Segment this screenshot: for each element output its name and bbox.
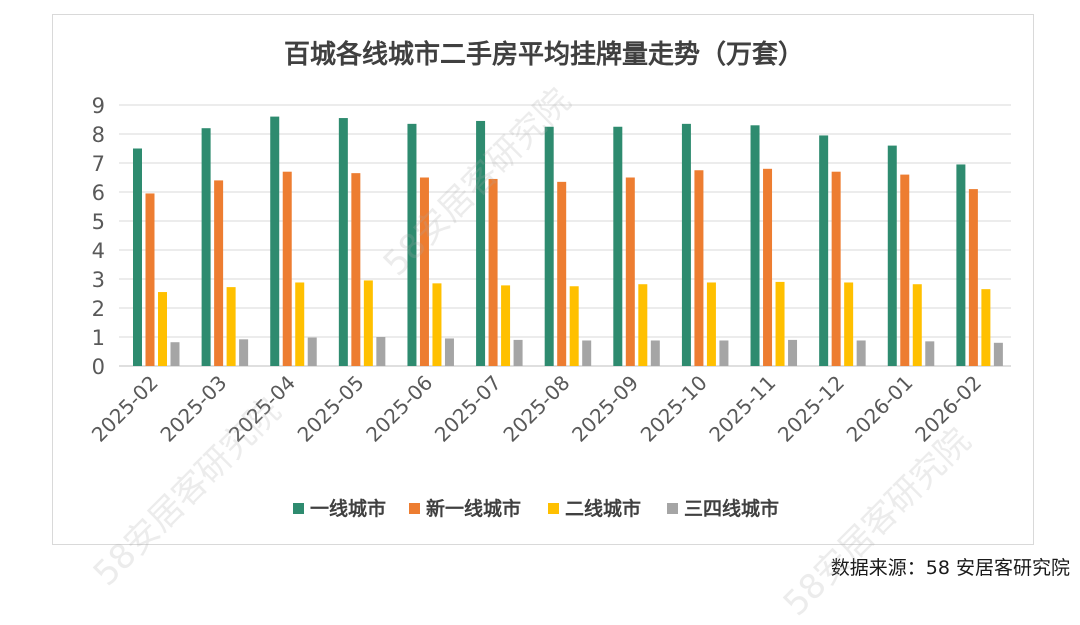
bar: [295, 282, 305, 366]
legend-swatch: [548, 503, 559, 514]
bar: [819, 135, 829, 366]
bar: [307, 337, 317, 366]
legend-swatch: [409, 503, 420, 514]
bar: [912, 284, 922, 366]
bar: [282, 171, 292, 366]
legend-swatch: [667, 503, 678, 514]
bar: [900, 174, 910, 366]
bar: [501, 285, 511, 366]
bar: [338, 118, 348, 366]
bar: [376, 337, 386, 366]
x-tick-label: 2025-11: [704, 371, 780, 447]
x-tick-label: 2025-09: [567, 371, 643, 447]
bar: [569, 286, 579, 366]
bar: [557, 181, 567, 366]
bar: [582, 340, 592, 366]
bar: [763, 168, 773, 366]
bar: [856, 340, 866, 366]
bar: [956, 164, 966, 366]
bar: [625, 177, 635, 366]
x-tick-label: 2025-10: [636, 371, 712, 447]
bar: [170, 342, 180, 366]
bar: [419, 177, 429, 366]
bar: [214, 180, 224, 366]
bar: [476, 120, 486, 366]
bar: [513, 339, 523, 366]
bar: [788, 339, 798, 366]
bar: [432, 283, 442, 366]
y-tick-label: 2: [92, 297, 105, 321]
legend-label: 二线城市: [565, 497, 641, 520]
bar: [750, 125, 760, 366]
legend-label: 三四线城市: [684, 497, 779, 520]
x-tick-label: 2025-06: [361, 371, 437, 447]
bar: [158, 292, 167, 366]
x-tick-label: 2025-05: [293, 371, 369, 447]
x-tick-label: 2025-04: [224, 371, 300, 447]
bar: [226, 287, 236, 366]
bar: [239, 339, 249, 366]
legend-label: 一线城市: [310, 497, 386, 520]
x-tick-label: 2025-03: [155, 371, 231, 447]
x-tick-label: 2025-08: [498, 371, 574, 447]
bar: [133, 148, 142, 366]
chart-title: 百城各线城市二手房平均挂牌量走势（万套）: [284, 39, 804, 70]
x-tick-label: 2025-02: [87, 371, 163, 447]
bar: [407, 123, 417, 366]
y-tick-label: 5: [92, 210, 105, 234]
x-tick-label: 2025-07: [430, 371, 506, 447]
y-tick-label: 8: [92, 123, 105, 147]
bar: [351, 173, 361, 366]
bar: [363, 280, 373, 366]
bar: [650, 340, 660, 366]
x-axis: 2025-022025-032025-042025-052025-062025-…: [87, 371, 986, 447]
x-tick-label: 2026-02: [910, 371, 986, 447]
legend: 一线城市 新一线城市 二线城市 三四线城市: [293, 497, 779, 520]
y-tick-label: 0: [92, 355, 105, 379]
bar: [925, 341, 935, 366]
bar: [488, 178, 498, 366]
bar: [706, 282, 716, 366]
x-tick-label: 2026-01: [842, 371, 918, 447]
bar: [613, 126, 623, 366]
bar: [844, 282, 854, 366]
bar: [775, 281, 785, 366]
y-tick-label: 3: [92, 268, 105, 292]
bar: [201, 128, 211, 366]
x-tick-label: 2025-12: [773, 371, 849, 447]
bar: [981, 289, 991, 366]
bar: [887, 145, 897, 366]
bar: [831, 171, 841, 366]
bar: [638, 284, 648, 366]
bar: [145, 193, 155, 366]
y-tick-label: 1: [92, 326, 105, 350]
bar: [444, 338, 454, 366]
y-axis: 0 1 2 3 4 5 6 7 8 9: [92, 94, 105, 379]
y-tick-label: 6: [92, 181, 105, 205]
y-tick-label: 9: [92, 94, 105, 118]
legend-label: 新一线城市: [426, 497, 521, 520]
bar: [544, 126, 554, 366]
bars: [133, 116, 1003, 366]
bar: [719, 340, 729, 366]
bar: [694, 170, 704, 366]
bar: [270, 116, 280, 366]
y-tick-label: 4: [92, 239, 105, 263]
bar: [681, 123, 691, 366]
bar: [993, 342, 1003, 366]
legend-swatch: [293, 503, 304, 514]
bar: [968, 189, 978, 366]
data-source-note: 数据来源：58 安居客研究院: [830, 557, 1070, 579]
y-tick-label: 7: [92, 152, 105, 176]
